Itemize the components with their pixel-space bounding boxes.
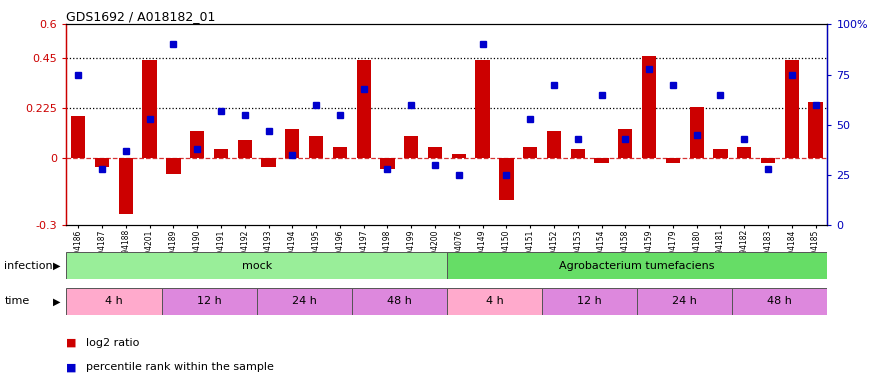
Bar (732, 288, 827, 315)
Text: 48 h: 48 h (767, 297, 792, 306)
Text: 4 h: 4 h (105, 297, 123, 306)
Text: infection: infection (4, 261, 53, 271)
Bar (571, 149, 585, 158)
Bar (161, 288, 257, 315)
Text: ■: ■ (66, 363, 77, 372)
Bar (637, 288, 732, 315)
Bar (261, 158, 275, 167)
Text: log2 ratio: log2 ratio (86, 338, 139, 348)
Bar (66, 288, 161, 315)
Bar (737, 147, 751, 158)
Bar (381, 158, 395, 169)
Bar (214, 149, 228, 158)
Text: ■: ■ (66, 338, 77, 348)
Bar (427, 147, 442, 158)
Bar (451, 154, 466, 158)
Bar (666, 158, 680, 163)
Bar (475, 60, 489, 158)
Bar (542, 288, 637, 315)
Text: ▶: ▶ (53, 297, 60, 306)
Bar (447, 252, 827, 279)
Bar (285, 129, 299, 158)
Text: 4 h: 4 h (486, 297, 504, 306)
Bar (785, 60, 799, 158)
Bar (71, 116, 85, 158)
Bar (642, 56, 656, 158)
Text: mock: mock (242, 261, 272, 271)
Bar (499, 158, 513, 201)
Bar (95, 158, 109, 167)
Bar (404, 136, 419, 158)
Text: percentile rank within the sample: percentile rank within the sample (86, 363, 273, 372)
Bar (595, 158, 609, 163)
Bar (142, 60, 157, 158)
Bar (119, 158, 133, 214)
Bar (190, 131, 204, 158)
Text: GDS1692 / A018182_01: GDS1692 / A018182_01 (66, 10, 216, 23)
Bar (808, 102, 823, 158)
Text: 12 h: 12 h (196, 297, 221, 306)
Text: 12 h: 12 h (577, 297, 602, 306)
Bar (352, 288, 447, 315)
Text: Agrobacterium tumefaciens: Agrobacterium tumefaciens (559, 261, 715, 271)
Bar (66, 252, 447, 279)
Bar (309, 136, 323, 158)
Bar (447, 288, 542, 315)
Text: time: time (4, 297, 30, 306)
Bar (713, 149, 727, 158)
Bar (761, 158, 775, 163)
Bar (618, 129, 633, 158)
Bar (166, 158, 181, 174)
Bar (357, 60, 371, 158)
Bar (333, 147, 347, 158)
Bar (257, 288, 351, 315)
Bar (523, 147, 537, 158)
Text: ▶: ▶ (53, 261, 60, 271)
Text: 24 h: 24 h (292, 297, 317, 306)
Text: 48 h: 48 h (387, 297, 412, 306)
Bar (547, 131, 561, 158)
Bar (237, 140, 252, 158)
Text: 24 h: 24 h (673, 297, 697, 306)
Bar (689, 107, 704, 158)
